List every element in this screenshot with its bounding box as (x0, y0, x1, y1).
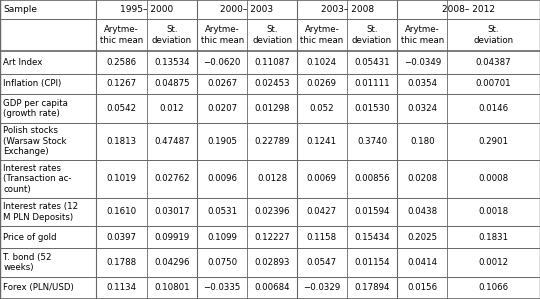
Text: 0.0008: 0.0008 (478, 174, 509, 183)
Text: GDP per capita
(growth rate): GDP per capita (growth rate) (3, 99, 68, 118)
Text: 0.01111: 0.01111 (354, 79, 390, 88)
Text: 0.02453: 0.02453 (254, 79, 290, 88)
Text: −0.0349: −0.0349 (404, 58, 441, 67)
Text: 2003– 2008: 2003– 2008 (321, 5, 374, 14)
Text: 0.0018: 0.0018 (478, 207, 509, 216)
Text: 0.0542: 0.0542 (106, 104, 137, 113)
Text: 0.47487: 0.47487 (154, 137, 190, 146)
Text: Sample: Sample (3, 5, 37, 14)
Text: 0.15434: 0.15434 (354, 233, 390, 242)
Text: 0.02762: 0.02762 (154, 174, 190, 183)
Text: 0.0547: 0.0547 (307, 258, 337, 267)
Text: −0.0335: −0.0335 (204, 283, 241, 292)
Text: 0.0397: 0.0397 (106, 233, 137, 242)
Text: 0.04296: 0.04296 (154, 258, 190, 267)
Text: 0.0414: 0.0414 (407, 258, 437, 267)
Text: 0.00701: 0.00701 (476, 79, 511, 88)
Text: 0.13534: 0.13534 (154, 58, 190, 67)
Text: 0.17894: 0.17894 (354, 283, 390, 292)
Text: −0.0329: −0.0329 (303, 283, 340, 292)
Text: 0.0128: 0.0128 (257, 174, 287, 183)
Text: Polish stocks
(Warsaw Stock
Exchange): Polish stocks (Warsaw Stock Exchange) (3, 126, 67, 156)
Text: 0.01530: 0.01530 (354, 104, 390, 113)
Text: 0.0069: 0.0069 (307, 174, 337, 183)
Text: 0.04875: 0.04875 (154, 79, 190, 88)
Text: 0.0269: 0.0269 (307, 79, 337, 88)
Text: 0.012: 0.012 (160, 104, 184, 113)
Text: Price of gold: Price of gold (3, 233, 57, 242)
Text: St.
deviation: St. deviation (252, 25, 292, 45)
Text: 0.0427: 0.0427 (307, 207, 337, 216)
Text: 0.0267: 0.0267 (207, 79, 237, 88)
Text: 0.1134: 0.1134 (106, 283, 137, 292)
Text: Arytme-
thic mean: Arytme- thic mean (200, 25, 244, 45)
Text: 0.2901: 0.2901 (478, 137, 509, 146)
Text: 0.09919: 0.09919 (154, 233, 190, 242)
Text: 0.1066: 0.1066 (478, 283, 509, 292)
Text: 2008– 2012: 2008– 2012 (442, 5, 495, 14)
Text: 0.05431: 0.05431 (354, 58, 390, 67)
Text: 0.00684: 0.00684 (254, 283, 290, 292)
Text: 0.1158: 0.1158 (307, 233, 337, 242)
Text: 0.01298: 0.01298 (254, 104, 290, 113)
Text: 2000– 2003: 2000– 2003 (220, 5, 274, 14)
Text: 0.04387: 0.04387 (476, 58, 511, 67)
Text: Interest rates (12
M PLN Deposits): Interest rates (12 M PLN Deposits) (3, 202, 78, 222)
Text: Arytme-
thic mean: Arytme- thic mean (100, 25, 143, 45)
Text: 0.12227: 0.12227 (254, 233, 290, 242)
Text: Forex (PLN/USD): Forex (PLN/USD) (3, 283, 74, 292)
Text: 0.2025: 0.2025 (407, 233, 437, 242)
Text: 0.10801: 0.10801 (154, 283, 190, 292)
Text: 0.1024: 0.1024 (307, 58, 337, 67)
Text: 0.1019: 0.1019 (106, 174, 137, 183)
Text: 0.3740: 0.3740 (357, 137, 387, 146)
Text: 0.1241: 0.1241 (307, 137, 337, 146)
Text: St.
deviation: St. deviation (352, 25, 392, 45)
Text: 0.11087: 0.11087 (254, 58, 290, 67)
Text: 0.2586: 0.2586 (106, 58, 137, 67)
Text: 0.0438: 0.0438 (407, 207, 437, 216)
Text: 0.03017: 0.03017 (154, 207, 190, 216)
Text: 0.0146: 0.0146 (478, 104, 509, 113)
Text: 0.0324: 0.0324 (407, 104, 437, 113)
Text: 0.01154: 0.01154 (354, 258, 390, 267)
Text: T. bond (52
weeks): T. bond (52 weeks) (3, 253, 52, 272)
Text: 0.02893: 0.02893 (254, 258, 290, 267)
Text: Interest rates
(Transaction ac-
count): Interest rates (Transaction ac- count) (3, 164, 72, 194)
Text: 0.180: 0.180 (410, 137, 435, 146)
Text: 0.1788: 0.1788 (106, 258, 137, 267)
Text: 0.0207: 0.0207 (207, 104, 237, 113)
Text: 0.01594: 0.01594 (354, 207, 390, 216)
Text: 0.00856: 0.00856 (354, 174, 390, 183)
Text: 0.0354: 0.0354 (407, 79, 437, 88)
Text: Inflation (CPI): Inflation (CPI) (3, 79, 62, 88)
Text: 0.1813: 0.1813 (106, 137, 137, 146)
Text: 1995– 2000: 1995– 2000 (120, 5, 173, 14)
Text: −0.0620: −0.0620 (204, 58, 241, 67)
Text: 0.1099: 0.1099 (207, 233, 237, 242)
Text: Arytme-
thic mean: Arytme- thic mean (401, 25, 444, 45)
Text: St.
deviation: St. deviation (474, 25, 514, 45)
Text: Art Index: Art Index (3, 58, 43, 67)
Text: 0.0096: 0.0096 (207, 174, 237, 183)
Text: St.
deviation: St. deviation (152, 25, 192, 45)
Text: 0.052: 0.052 (309, 104, 334, 113)
Text: 0.0750: 0.0750 (207, 258, 237, 267)
Text: 0.1610: 0.1610 (106, 207, 137, 216)
Text: 0.0531: 0.0531 (207, 207, 237, 216)
Text: 0.0208: 0.0208 (407, 174, 437, 183)
Text: 0.22789: 0.22789 (254, 137, 290, 146)
Text: 0.1831: 0.1831 (478, 233, 509, 242)
Text: 0.02396: 0.02396 (254, 207, 290, 216)
Text: Arytme-
thic mean: Arytme- thic mean (300, 25, 343, 45)
Text: 0.0156: 0.0156 (407, 283, 437, 292)
Text: 0.1267: 0.1267 (106, 79, 137, 88)
Text: 0.0012: 0.0012 (478, 258, 509, 267)
Text: 0.1905: 0.1905 (207, 137, 237, 146)
